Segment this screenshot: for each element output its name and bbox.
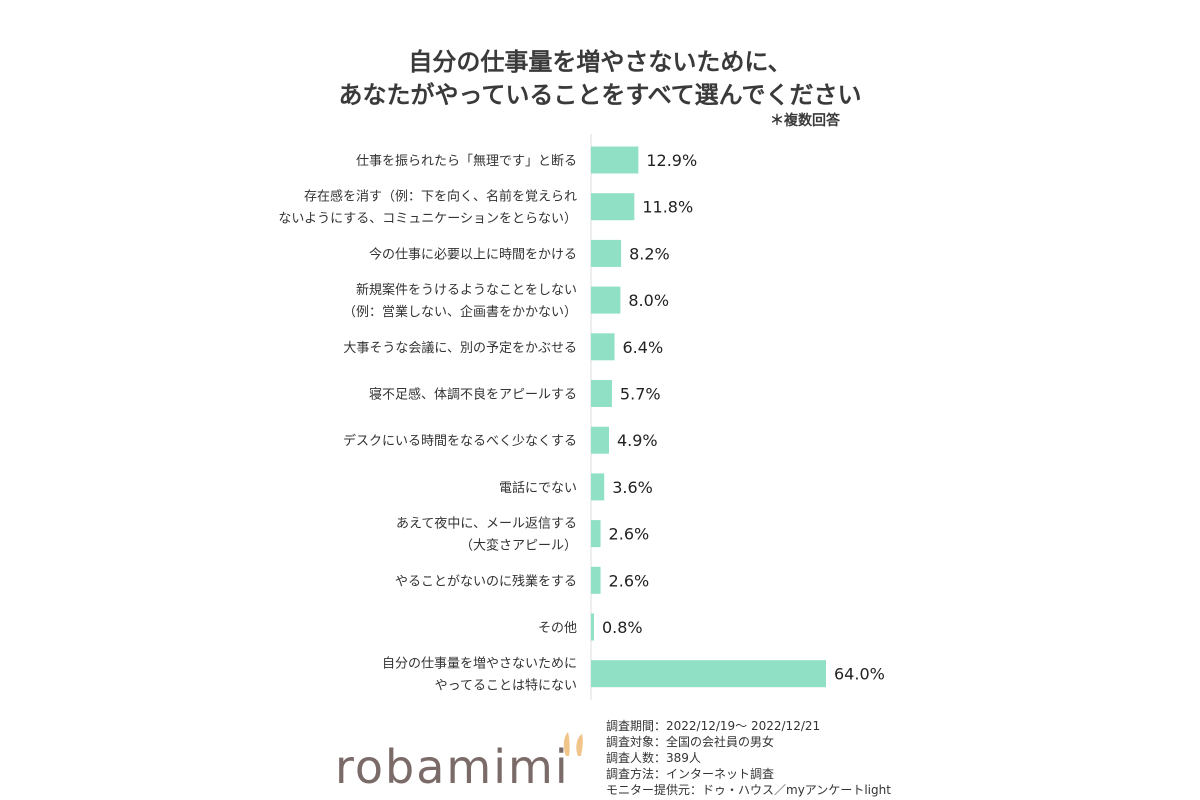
value-label-0: 12.9% — [646, 151, 697, 170]
survey-target: 調査対象：全国の会社員の男女 — [606, 735, 775, 749]
category-label-5-0: 寝不足感、体調不良をアピールする — [369, 387, 577, 403]
chart-title-line-2: あなたがやっていることをすべて選んでください — [338, 81, 862, 109]
robamimi-logo: robamimi — [335, 740, 570, 794]
category-label-10-0: その他 — [538, 621, 577, 636]
bar-9 — [591, 566, 601, 594]
bar-3 — [591, 286, 621, 314]
survey-count: 調査人数：389人 — [606, 751, 701, 765]
category-label-6-0: デスクにいる時間をなるべく少なくする — [343, 433, 577, 449]
value-label-11: 64.0% — [834, 665, 885, 684]
chart-title-line-1: 自分の仕事量を増やさないために、 — [408, 48, 792, 76]
value-label-9: 2.6% — [609, 571, 650, 590]
bar-6 — [591, 426, 609, 454]
survey-provider: モニター提供元：ドゥ・ハウス／myアンケートlight — [606, 783, 891, 797]
bar-7 — [591, 473, 605, 501]
category-label-0-0: 仕事を振られたら「無理です」と断る — [356, 154, 577, 169]
category-label-1-1: ないようにする、コミュニケーションをとらない） — [278, 212, 577, 227]
value-label-3: 8.0% — [628, 291, 669, 310]
value-label-1: 11.8% — [642, 198, 693, 217]
bar-11 — [591, 660, 826, 688]
survey-period: 調査期間：2022/12/19～ 2022/12/21 — [606, 719, 821, 733]
category-label-11-0: 自分の仕事量を増やさないために — [382, 657, 577, 672]
category-label-9-0: やることがないのに残業をする — [395, 573, 577, 589]
value-label-2: 8.2% — [629, 244, 670, 263]
category-label-2-0: 今の仕事に必要以上に時間をかける — [369, 246, 577, 262]
category-label-7-0: 電話にでない — [499, 480, 577, 496]
bar-10 — [591, 613, 594, 641]
value-label-7: 3.6% — [612, 478, 653, 497]
category-label-8-1: （大変さアピール） — [460, 538, 577, 554]
value-label-8: 2.6% — [609, 525, 650, 544]
category-label-3-1: （例：営業しない、企画書をかかない） — [343, 304, 577, 320]
rabbit-ears-icon — [563, 732, 583, 756]
category-label-1-0: 存在感を消す（例：下を向く、名前を覚えられ — [304, 189, 577, 205]
value-label-10: 0.8% — [602, 618, 643, 637]
bar-1 — [591, 193, 635, 221]
category-label-4-0: 大事そうな会議に、別の予定をかぶせる — [343, 341, 577, 356]
bar-0 — [591, 146, 639, 174]
category-label-3-0: 新規案件をうけるようなことをしない — [356, 282, 577, 298]
value-label-5: 5.7% — [620, 385, 661, 404]
bar-8 — [591, 520, 601, 548]
value-label-6: 4.9% — [617, 431, 658, 450]
survey-method: 調査方法：インターネット調査 — [606, 767, 775, 781]
value-label-4: 6.4% — [623, 338, 664, 357]
multiple-answer-note: ＊複数回答 — [770, 113, 840, 129]
category-label-8-0: あえて夜中に、メール返信する — [396, 517, 577, 532]
bar-5 — [591, 380, 612, 407]
category-label-11-1: やってることは特にない — [435, 679, 577, 694]
bar-2 — [591, 239, 622, 267]
bar-4 — [591, 333, 615, 361]
